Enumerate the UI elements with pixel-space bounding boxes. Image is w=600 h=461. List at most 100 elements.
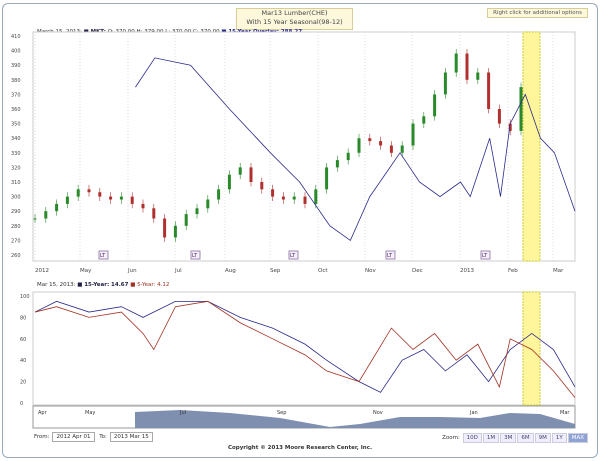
- price-candle: [249, 167, 253, 182]
- price-candle: [443, 72, 447, 95]
- price-candle: [260, 182, 264, 190]
- y-tick-label: 310: [11, 180, 21, 186]
- price-candle: [109, 196, 113, 200]
- top-plot-area: [32, 31, 576, 262]
- navigator-tick: Apr: [38, 410, 48, 416]
- y-tick-label: 20: [20, 380, 26, 386]
- x-tick-label: Jul: [174, 268, 182, 274]
- y-tick-label: 390: [11, 63, 21, 69]
- seasonal-15-year-line: [34, 300, 576, 393]
- lt-marker: [480, 250, 491, 260]
- navigator-tick: May: [85, 410, 95, 416]
- x-tick-label: 2012: [35, 268, 49, 274]
- title-line-1: Mar13 Lumber(CHE): [261, 9, 328, 17]
- price-candle: [173, 225, 177, 238]
- price-candle: [206, 199, 210, 209]
- price-candle: [292, 196, 296, 200]
- lt-marker: [190, 250, 201, 260]
- title-line-2: With 15 Year Seasonal(98-12): [246, 18, 343, 26]
- legend-5-year: 5-Year: 4.12: [137, 282, 170, 288]
- seasonal-5-year-line: [34, 300, 576, 398]
- price-candle: [303, 196, 307, 204]
- y-tick-label: 290: [11, 209, 21, 215]
- price-candle: [76, 189, 80, 197]
- price-candle: [335, 160, 339, 168]
- price-candle: [87, 189, 91, 193]
- price-candle: [33, 218, 37, 220]
- navigator-tick: Jan: [469, 410, 478, 416]
- from-input[interactable]: 2012 Apr 01: [52, 432, 95, 442]
- zoom-button-10d[interactable]: 10D: [462, 433, 482, 443]
- right-click-hint[interactable]: Right click for additional options: [487, 8, 588, 18]
- legend-15-year: 15-Year: 14.67: [84, 282, 129, 288]
- zoom-button-6m[interactable]: 6M: [517, 433, 534, 443]
- price-candle: [98, 192, 102, 197]
- y-tick-label: 280: [11, 224, 21, 230]
- price-candle: [422, 116, 426, 124]
- y-tick-label: 400: [11, 49, 21, 55]
- x-tick-label: Sep: [270, 268, 281, 274]
- y-tick-label: 60: [20, 337, 26, 343]
- lt-marker-label: LT: [290, 253, 296, 259]
- y-tick-label: 330: [11, 151, 21, 157]
- overlay-15-year-line: [135, 57, 576, 242]
- legend-date: Mar 15, 2013:: [37, 282, 76, 288]
- lt-marker: [98, 250, 109, 260]
- zoom-button-max[interactable]: MAX: [567, 433, 588, 443]
- current-period-highlight: [522, 31, 541, 262]
- price-candle: [130, 196, 134, 204]
- price-candle: [325, 167, 329, 190]
- x-tick-label: Feb: [508, 268, 518, 274]
- y-tick-label: 270: [11, 238, 21, 244]
- price-candle: [217, 189, 221, 200]
- zoom-button-1y[interactable]: 1Y: [551, 433, 567, 443]
- price-candle: [400, 145, 404, 153]
- zoom-button-1m[interactable]: 1M: [482, 433, 500, 443]
- price-candle: [184, 214, 188, 226]
- y-tick-label: 100: [20, 294, 30, 300]
- y-tick-label: 0: [20, 401, 23, 407]
- price-candle: [433, 94, 437, 117]
- chart-title: Mar13 Lumber(CHE) With 15 Year Seasonal(9…: [236, 8, 353, 30]
- zoom-button-9m[interactable]: 9M: [534, 433, 551, 443]
- price-candle: [389, 145, 393, 153]
- price-candle: [195, 208, 199, 215]
- price-candle: [55, 203, 59, 212]
- lt-marker-label: LT: [387, 253, 393, 259]
- lt-marker: [288, 250, 299, 260]
- zoom-controls: Zoom: 10D 1M 3M 6M 9M 1Y MAX: [442, 433, 588, 443]
- price-candle: [487, 72, 491, 109]
- x-tick-label: May: [80, 268, 92, 274]
- lt-marker-label: LT: [192, 253, 198, 259]
- price-candle: [357, 138, 361, 153]
- price-candle: [497, 109, 501, 124]
- date-range: From: 2012 Apr 01 To: 2013 Mar 15: [34, 432, 156, 442]
- price-candle: [379, 141, 383, 146]
- price-candle: [152, 208, 156, 219]
- y-tick-label: 340: [11, 136, 21, 142]
- y-tick-label: 80: [20, 315, 26, 321]
- zoom-label: Zoom:: [442, 435, 460, 441]
- y-tick-label: 380: [11, 78, 21, 84]
- current-period-highlight: [522, 291, 541, 406]
- price-candle: [281, 196, 285, 200]
- zoom-button-3m[interactable]: 3M: [500, 433, 517, 443]
- x-tick-label: Nov: [365, 268, 376, 274]
- y-tick-label: 370: [11, 92, 21, 98]
- bottom-legend: Mar 15, 2013: ■ 15-Year: 14.67 ■ 5-Year:…: [37, 282, 170, 288]
- y-tick-label: 360: [11, 107, 21, 113]
- x-tick-label: Jun: [127, 268, 137, 274]
- x-tick-label: Dec: [412, 268, 423, 274]
- price-candle: [454, 53, 458, 73]
- lt-marker-label: LT: [100, 253, 106, 259]
- navigator-tick: Jul: [179, 410, 186, 416]
- y-tick-label: 300: [11, 195, 21, 201]
- y-tick-label: 320: [11, 165, 21, 171]
- price-candle: [519, 87, 523, 131]
- from-label: From:: [34, 434, 50, 440]
- x-tick-label: Mar: [553, 268, 564, 274]
- to-input[interactable]: 2013 Mar 15: [109, 432, 153, 442]
- y-tick-label: 350: [11, 122, 21, 128]
- price-candle: [141, 203, 145, 209]
